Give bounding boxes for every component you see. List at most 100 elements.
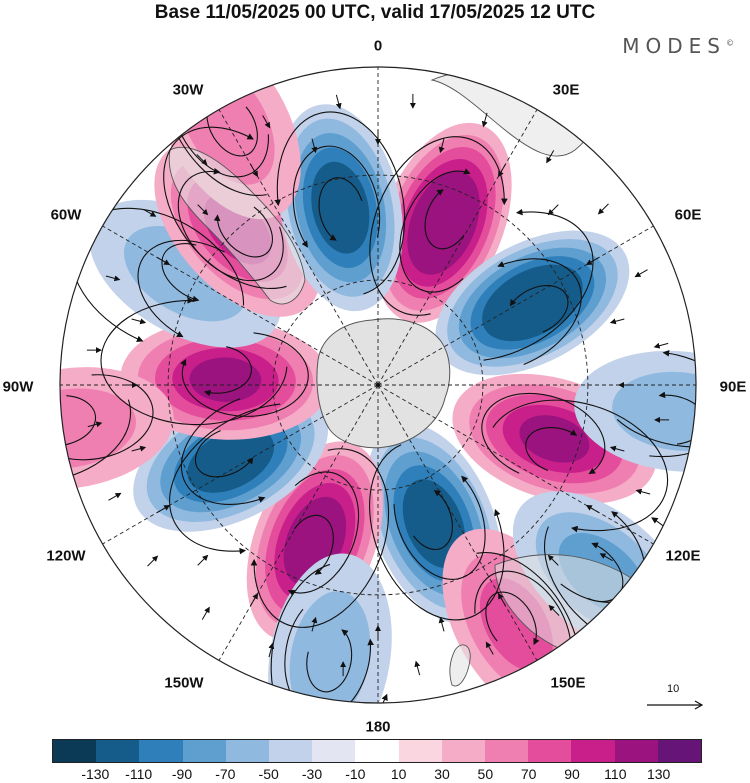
anomaly-contour <box>612 371 696 451</box>
streamline <box>306 629 353 693</box>
meridian-line <box>377 384 654 545</box>
streamline <box>393 475 486 580</box>
anomaly-contour <box>289 591 371 703</box>
latitude-circle <box>272 279 484 491</box>
wind-arrow <box>201 606 210 620</box>
anomaly-contour <box>519 415 590 463</box>
streamline <box>485 591 540 646</box>
wind-arrow <box>108 492 122 501</box>
streamline <box>481 392 606 475</box>
colorbar-tick-label: 90 <box>564 766 580 782</box>
streamline <box>413 489 453 551</box>
anomaly-contour <box>505 281 560 325</box>
streamline <box>649 349 696 458</box>
wind-arrow <box>197 554 209 566</box>
longitude-label-60w: 60W <box>50 206 82 224</box>
reference-vector-label: 10 <box>667 683 680 695</box>
longitude-label-60e: 60E <box>674 206 702 224</box>
streamline <box>292 145 381 248</box>
colorbar-swatch <box>485 740 529 762</box>
reference-vector: 10 <box>645 683 705 713</box>
longitude-label-30e: 30E <box>552 81 580 99</box>
streamline <box>137 239 225 338</box>
colorbar-swatch <box>614 740 658 762</box>
colorbar-swatch <box>441 740 486 762</box>
colorbar-swatch <box>225 740 270 762</box>
colorbar-swatch <box>53 740 97 762</box>
streamline <box>203 346 252 397</box>
colorbar-swatch <box>312 740 356 762</box>
anomaly-contour <box>60 388 136 469</box>
colorbar-tick-label: -50 <box>258 766 279 782</box>
colorbar-tick-label: 70 <box>520 766 537 782</box>
longitude-label-150w: 150W <box>164 674 204 692</box>
positive-anomaly <box>120 319 331 440</box>
colorbar-swatch <box>139 740 183 762</box>
meridian-line <box>218 109 379 386</box>
wind-arrow <box>311 138 318 154</box>
colorbar-tick-label: 30 <box>434 766 450 782</box>
colorbar-swatch <box>355 740 399 762</box>
colorbar-tick-label: 130 <box>646 766 671 782</box>
wind-arrow <box>498 163 506 178</box>
longitude-label-120e: 120E <box>665 547 701 565</box>
streamline <box>171 67 269 178</box>
wind-arrow <box>481 112 488 128</box>
anomaly-contour <box>411 493 457 555</box>
wind-arrow <box>546 150 555 164</box>
wind-arrow <box>548 604 560 616</box>
latitude-circle <box>167 174 589 596</box>
meridian-line <box>377 225 654 386</box>
wind-arrow <box>547 554 559 566</box>
colorbar-tick-label: -30 <box>301 766 323 782</box>
wind-arrow <box>250 163 258 178</box>
longitude-label-120w: 120W <box>46 547 86 565</box>
streamline <box>60 358 132 484</box>
negative-anomaly <box>277 104 403 312</box>
anomaly-contour <box>200 437 261 484</box>
wind-arrow <box>547 204 559 216</box>
graticule <box>60 67 696 703</box>
streamline <box>287 471 360 596</box>
south-pole-marker <box>376 383 380 387</box>
map-border <box>59 66 697 704</box>
meridian-line <box>377 109 538 386</box>
wind-arrow <box>609 445 625 452</box>
colorbar-tick-label: 50 <box>477 766 494 782</box>
wind-arrow <box>311 616 318 632</box>
colorbar-tick-label: -70 <box>215 766 236 782</box>
meridian-line <box>102 225 379 386</box>
colorbar-tick-label: -130 <box>81 766 110 782</box>
negative-anomaly <box>268 553 392 703</box>
longitude-label-150e: 150E <box>550 674 586 692</box>
wind-arrow <box>653 342 669 349</box>
wind-arrow <box>597 203 609 215</box>
streamline <box>492 399 669 533</box>
streamline <box>180 398 266 506</box>
wind-arrow <box>585 505 600 513</box>
colorbar-swatch <box>571 740 615 762</box>
colorbar-tick-label: -10 <box>345 766 366 782</box>
longitude-label-90e: 90E <box>719 378 747 396</box>
negative-anomaly <box>574 350 696 472</box>
streamline <box>203 102 258 157</box>
wind-arrow <box>414 660 421 676</box>
streamline <box>161 243 200 303</box>
meridian-line <box>102 384 379 545</box>
wind-arrow <box>635 488 651 495</box>
streamline <box>369 136 508 316</box>
colorbar-swatch <box>657 740 702 762</box>
wind-arrow <box>105 275 121 282</box>
streamline <box>525 426 578 471</box>
wind-arrow <box>268 642 275 658</box>
streamline <box>399 168 471 293</box>
streamline <box>213 206 273 258</box>
colorbar-tick-label: -110 <box>125 766 153 782</box>
streamline <box>616 322 696 448</box>
colorbar <box>52 739 702 763</box>
wind-arrow <box>156 505 171 513</box>
meridian-line <box>377 384 538 661</box>
streamline <box>318 177 363 241</box>
map-title: Base 11/05/2025 00 UTC, valid 17/05/2025… <box>154 2 596 23</box>
